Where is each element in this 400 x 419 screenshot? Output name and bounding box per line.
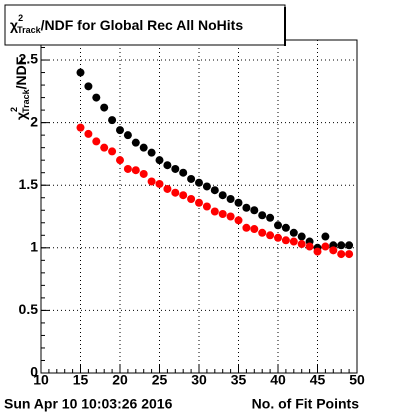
point <box>116 156 124 165</box>
point <box>250 225 259 234</box>
point <box>289 228 298 237</box>
sup: 2 <box>9 107 19 112</box>
y-axis-label: χ2 Track/NDF <box>9 56 31 120</box>
point <box>202 202 211 211</box>
point <box>250 206 259 215</box>
point <box>116 126 124 135</box>
point <box>171 164 180 173</box>
point <box>210 207 219 216</box>
point <box>337 250 346 259</box>
point <box>226 194 235 203</box>
point <box>123 131 132 140</box>
point <box>163 184 172 193</box>
point <box>171 188 180 197</box>
point <box>187 194 196 203</box>
y-tick-label: 2.5 <box>19 51 39 67</box>
point <box>100 143 109 152</box>
sup: 2 <box>18 13 23 23</box>
rest: /NDF for Global Rec All NoHits <box>41 17 244 33</box>
point <box>242 203 251 212</box>
timestamp: Sun Apr 10 10:03:26 2016 <box>4 396 173 412</box>
point <box>234 198 243 207</box>
point <box>147 177 156 186</box>
point <box>274 221 282 230</box>
point <box>92 93 101 102</box>
y-tick-label: 2 <box>30 113 38 129</box>
point <box>266 231 275 240</box>
symbol: χ <box>13 112 29 120</box>
rest: /NDF <box>13 56 29 89</box>
x-tick-label: 50 <box>349 372 365 388</box>
point <box>313 247 322 256</box>
point <box>202 182 211 191</box>
y-tick-label: 0.5 <box>19 301 39 317</box>
point <box>108 147 117 156</box>
point <box>289 237 298 246</box>
point <box>226 212 235 221</box>
point <box>218 210 227 219</box>
point <box>297 240 306 249</box>
point <box>84 129 93 138</box>
point <box>281 236 290 245</box>
y-tick-label: 0 <box>30 364 38 380</box>
point <box>195 178 203 187</box>
point <box>337 241 346 250</box>
x-tick-label: 45 <box>310 372 326 388</box>
x-axis-label: No. of Fit Points <box>252 396 360 412</box>
x-tick-label: 15 <box>73 372 89 388</box>
point <box>187 174 196 183</box>
point <box>76 123 85 132</box>
x-tick-label: 10 <box>33 372 49 388</box>
point <box>179 191 188 200</box>
point <box>234 216 243 225</box>
point <box>218 191 227 200</box>
point <box>305 242 314 251</box>
point <box>258 228 267 237</box>
y-tick-label: 1 <box>30 239 38 255</box>
chart-title: χ2 Track/NDF for Global Rec All NoHits <box>10 13 243 35</box>
point <box>84 82 93 91</box>
point <box>179 168 188 177</box>
point <box>139 169 148 178</box>
point <box>76 68 85 77</box>
point <box>195 198 203 207</box>
x-tick-label: 25 <box>152 372 168 388</box>
point <box>210 186 219 195</box>
x-tick-label: 20 <box>112 372 128 388</box>
point <box>321 242 330 251</box>
point <box>100 103 109 112</box>
symbol: χ <box>10 17 18 33</box>
point <box>329 246 338 255</box>
point <box>242 223 251 232</box>
point <box>281 223 290 232</box>
point <box>155 156 164 165</box>
point <box>321 232 330 241</box>
point <box>92 137 101 146</box>
sub: Track <box>21 88 31 113</box>
point <box>131 138 140 147</box>
point <box>139 143 148 152</box>
point <box>163 161 172 170</box>
point <box>297 232 306 241</box>
title-box <box>4 4 286 46</box>
point <box>108 116 117 125</box>
point <box>258 211 267 220</box>
point <box>147 148 156 157</box>
point <box>123 164 132 173</box>
point <box>274 233 282 242</box>
x-tick-label: 30 <box>191 372 207 388</box>
point <box>266 213 275 222</box>
point <box>345 250 354 259</box>
y-tick-label: 1.5 <box>19 176 39 192</box>
point <box>345 241 354 250</box>
point <box>155 179 164 188</box>
sub: Track <box>17 25 42 35</box>
x-tick-label: 35 <box>231 372 247 388</box>
x-tick-label: 40 <box>270 372 286 388</box>
point <box>131 166 140 175</box>
